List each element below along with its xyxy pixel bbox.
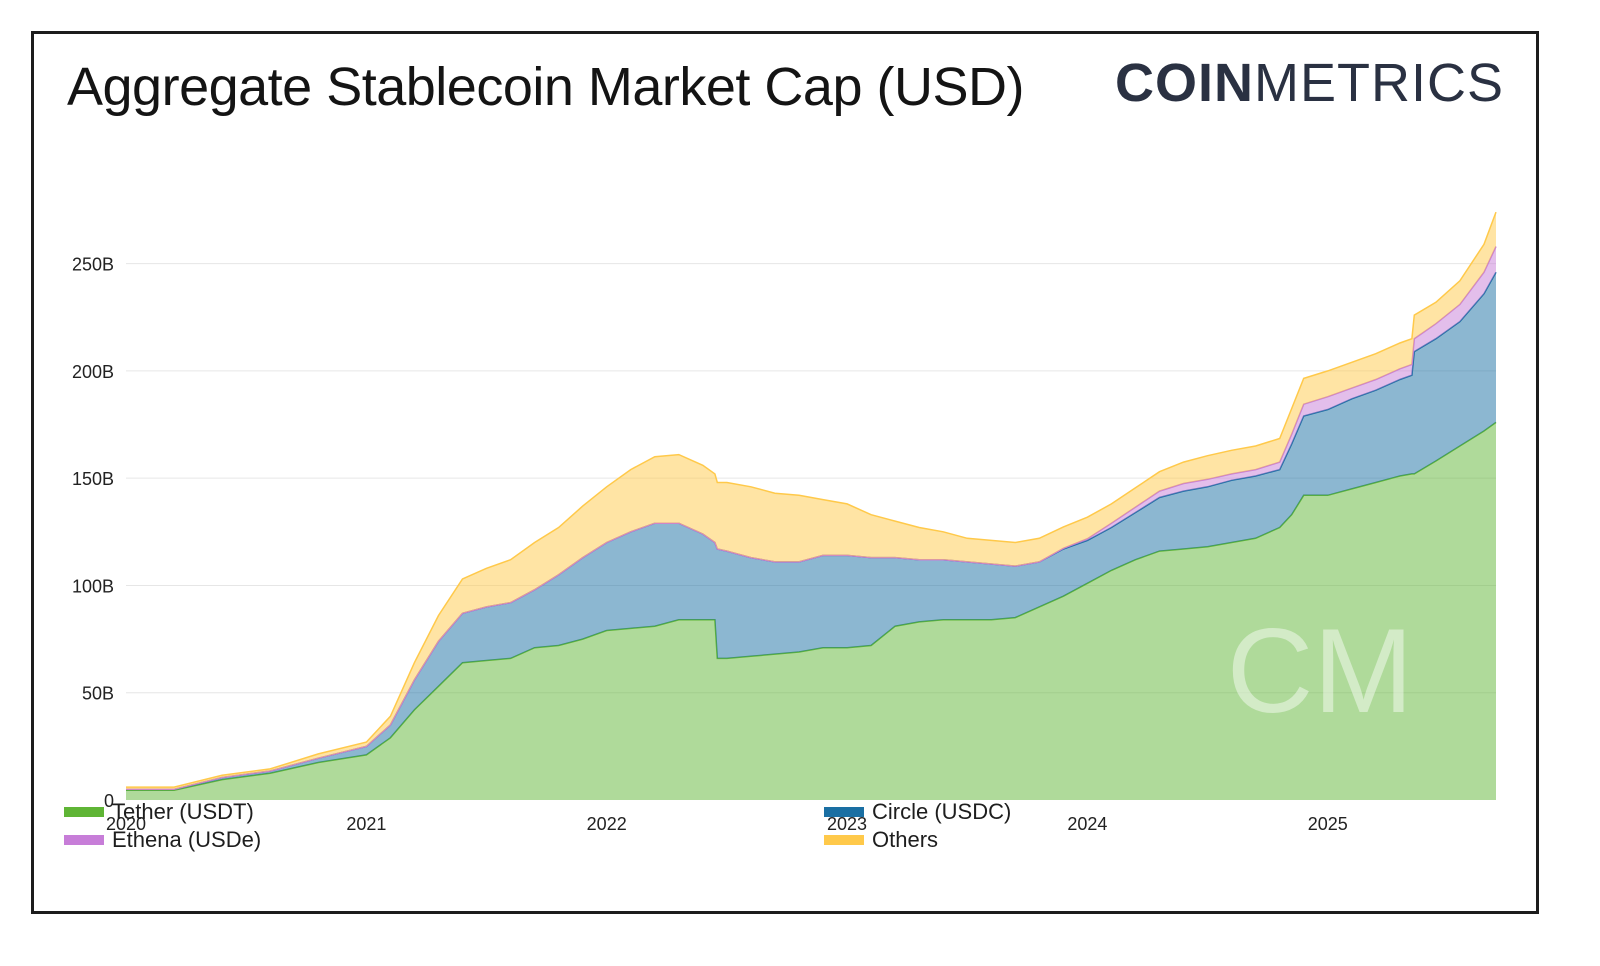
legend-swatch-usde xyxy=(64,835,104,845)
area-usdc xyxy=(126,272,1496,791)
legend-label-usde: Ethena (USDe) xyxy=(112,827,262,852)
y-tick-label: 150B xyxy=(72,469,114,489)
legend-swatch-others xyxy=(824,835,864,845)
brand-logo-bold: COIN xyxy=(1115,53,1254,113)
y-tick-label: 0 xyxy=(104,791,114,811)
x-tick-label: 2023 xyxy=(827,814,867,834)
x-tick-label: 2022 xyxy=(587,814,627,834)
area-usdt xyxy=(126,422,1496,800)
legend-label-usdc: Circle (USDC) xyxy=(872,799,1012,824)
legend-item-usdt: Tether (USDT) xyxy=(64,798,261,826)
legend-item-usdc: Circle (USDC) xyxy=(824,798,1011,826)
legend-label-others: Others xyxy=(872,827,939,852)
legend-label-usdt: Tether (USDT) xyxy=(112,799,254,824)
x-tick-label: 2025 xyxy=(1308,814,1348,834)
brand-logo: COINMETRICS xyxy=(1115,52,1504,114)
chart-title: Aggregate Stablecoin Market Cap (USD) xyxy=(67,57,1024,117)
legend-swatch-usdc xyxy=(824,807,864,817)
legend-right: Circle (USDC) Others xyxy=(824,798,1011,854)
area-others xyxy=(126,212,1496,790)
x-tick-label: 2020 xyxy=(106,814,146,834)
line-others xyxy=(126,211,1497,788)
x-tick-label: 2021 xyxy=(346,814,386,834)
brand-logo-light: METRICS xyxy=(1254,53,1504,113)
legend-left: Tether (USDT) Ethena (USDe) xyxy=(64,798,261,854)
y-tick-label: 100B xyxy=(72,576,114,596)
x-tick-label: 2024 xyxy=(1067,814,1107,834)
legend-item-usde: Ethena (USDe) xyxy=(64,826,261,854)
y-tick-label: 50B xyxy=(82,684,114,704)
y-tick-label: 250B xyxy=(72,255,114,275)
y-tick-label: 200B xyxy=(72,362,114,382)
watermark-logo: CM xyxy=(1227,604,1414,738)
legend-item-others: Others xyxy=(824,826,1011,854)
legend-swatch-usdt xyxy=(64,807,104,817)
